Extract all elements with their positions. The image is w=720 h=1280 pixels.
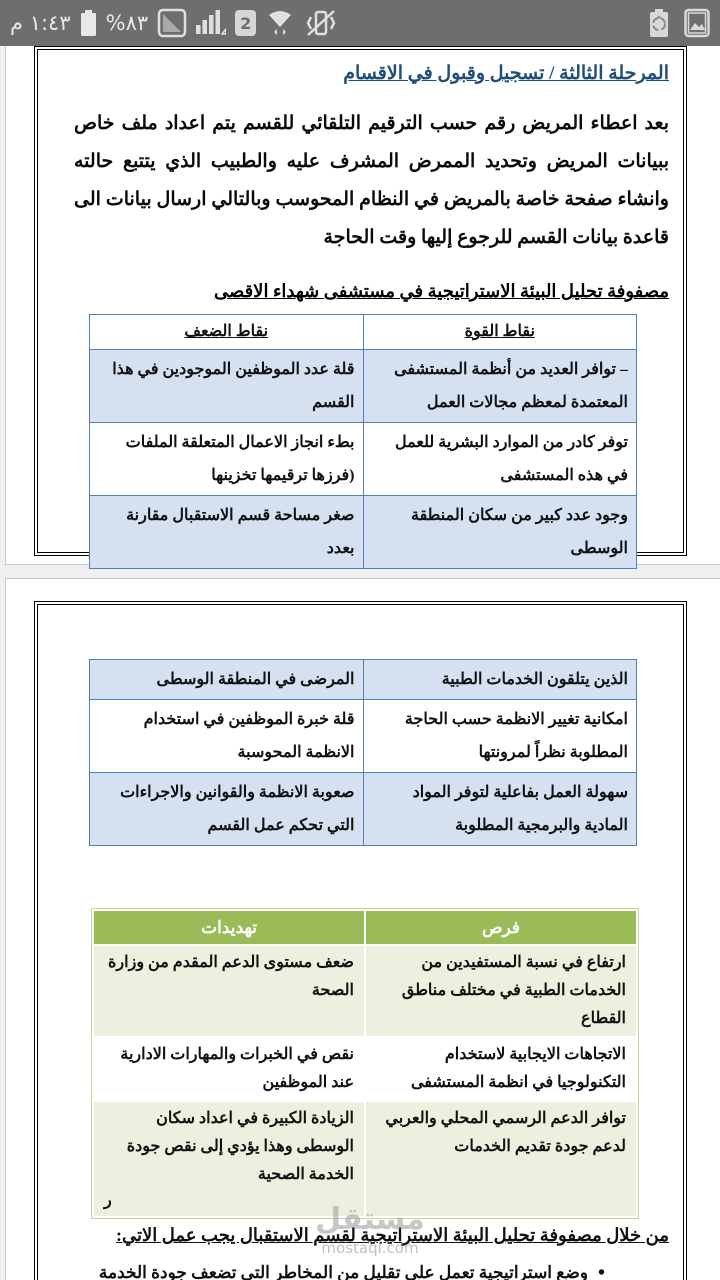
strengths-weaknesses-table-continued: الذين يتلقون الخدمات الطبية المرضى في ال… [89, 659, 637, 846]
table-header-row: نقاط القوة نقاط الضعف [89, 314, 637, 350]
clock-text: ١:٤٣ م [10, 11, 71, 35]
table-row: الاتجاهات الايجابية لاستخدام التكنولوجيا… [92, 1036, 638, 1102]
opportunities-header-cell: فرص [364, 909, 638, 946]
weakness-cell: المرضى في المنطقة الوسطى [89, 659, 364, 700]
table-row: – توافر العديد من أنظمة المستشفى المعتمد… [89, 349, 637, 423]
strength-cell: امكانية تغيير الانظمة حسب الحاجة المطلوب… [362, 699, 637, 773]
opportunities-threats-table: فرص تهديدات ارتفاع في نسبة المستفيدين من… [91, 908, 639, 1219]
status-bar: ١:٤٣ م %٨٣ 2 [0, 0, 720, 46]
sim-2-badge: 2 [235, 10, 257, 36]
bullet-icon: • [597, 1262, 605, 1280]
weakness-cell: قلة خبرة الموظفين في استخدام الانظمة الم… [89, 699, 364, 773]
opportunity-cell: الاتجاهات الايجابية لاستخدام التكنولوجيا… [364, 1036, 638, 1102]
table-row: وجود عدد كبير من سكان المنطقة الوسطى صغر… [89, 495, 637, 569]
threats-header-cell: تهديدات [92, 909, 366, 946]
matrix-heading: مصفوفة تحليل البيئة الاستراتيجية في مستش… [213, 281, 669, 301]
stray-character: ر [104, 1192, 112, 1209]
table-row: ارتفاع في نسبة المستفيدين من الخدمات الط… [92, 944, 638, 1038]
weakness-cell: صعوبة الانظمة والقوانين والاجراءات التي … [89, 772, 364, 846]
strength-cell: سهولة العمل بفاعلية لتوفر المواد المادية… [362, 772, 637, 846]
list-item: • وضع استراتيجية تعمل على تقليل من المخا… [74, 1258, 605, 1280]
page-2-border-frame: الذين يتلقون الخدمات الطبية المرضى في ال… [34, 601, 687, 1280]
wifi-icon [269, 11, 292, 35]
strength-cell: – توافر العديد من أنظمة المستشفى المعتمد… [362, 349, 637, 423]
table-row: توافر الدعم الرسمي المحلي والعربي لدعم ج… [92, 1100, 638, 1218]
page-1-border-frame: المرحلة الثالثة / تسجيل وقبول في الاقسام… [34, 46, 687, 569]
intro-paragraph: بعد اعطاء المريض رقم حسب الترقيم التلقائ… [74, 113, 669, 248]
document-page-1: المرحلة الثالثة / تسجيل وقبول في الاقسام… [5, 46, 720, 569]
battery-saver-notification-icon [650, 9, 668, 37]
data-usage-icon [157, 8, 187, 38]
threat-cell: ضعف مستوى الدعم المقدم من وزارة الصحة [92, 944, 366, 1038]
screenshot-notification-icon [684, 8, 710, 38]
strengths-header-cell: نقاط القوة [362, 314, 637, 350]
conclusion-heading: من خلال مصفوفة تحليل البيئة الاستراتيجية… [116, 1225, 669, 1245]
weakness-cell: قلة عدد الموظفين الموجودين في هذا القسم [89, 349, 364, 423]
document-page-2: الذين يتلقون الخدمات الطبية المرضى في ال… [5, 578, 720, 1280]
table-header-row: فرص تهديدات [92, 909, 638, 946]
table-row: امكانية تغيير الانظمة حسب الحاجة المطلوب… [89, 699, 637, 773]
threat-cell: نقص في الخبرات والمهارات الادارية عند ال… [92, 1036, 366, 1102]
vibrate-off-icon [306, 10, 336, 36]
status-bar-notification-cluster [648, 8, 710, 38]
opportunity-cell: توافر الدعم الرسمي المحلي والعربي لدعم ج… [364, 1100, 638, 1218]
strength-cell: الذين يتلقون الخدمات الطبية [362, 659, 637, 700]
action-bullet-list: • وضع استراتيجية تعمل على تقليل من المخا… [74, 1258, 669, 1280]
table-row: الذين يتلقون الخدمات الطبية المرضى في ال… [89, 659, 637, 700]
opportunity-cell: ارتفاع في نسبة المستفيدين من الخدمات الط… [364, 944, 638, 1038]
weakness-cell: صغر مساحة قسم الاستقبال مقارنة بعدد [89, 495, 364, 569]
weakness-cell: بطء انجاز الاعمال المتعلقة الملفات (فرزه… [89, 422, 364, 496]
strengths-weaknesses-table: نقاط القوة نقاط الضعف – توافر العديد من … [89, 314, 637, 569]
signal-strength-icon [196, 10, 227, 35]
threat-cell: الزيادة الكبيرة في اعداد سكان الوسطى وهذ… [92, 1100, 366, 1218]
weaknesses-header-cell: نقاط الضعف [89, 314, 364, 350]
battery-icon [80, 10, 96, 36]
battery-percent-text: %٨٣ [105, 11, 149, 35]
table-row: سهولة العمل بفاعلية لتوفر المواد المادية… [89, 772, 637, 846]
status-bar-left-cluster: ١:٤٣ م %٨٣ 2 [10, 8, 338, 38]
table-row: توفر كادر من الموارد البشرية للعمل في هذ… [89, 422, 637, 496]
strength-cell: توفر كادر من الموارد البشرية للعمل في هذ… [362, 422, 637, 496]
stage-3-title: المرحلة الثالثة / تسجيل وقبول في الاقسام [343, 63, 669, 84]
strength-cell: وجود عدد كبير من سكان المنطقة الوسطى [362, 495, 637, 569]
